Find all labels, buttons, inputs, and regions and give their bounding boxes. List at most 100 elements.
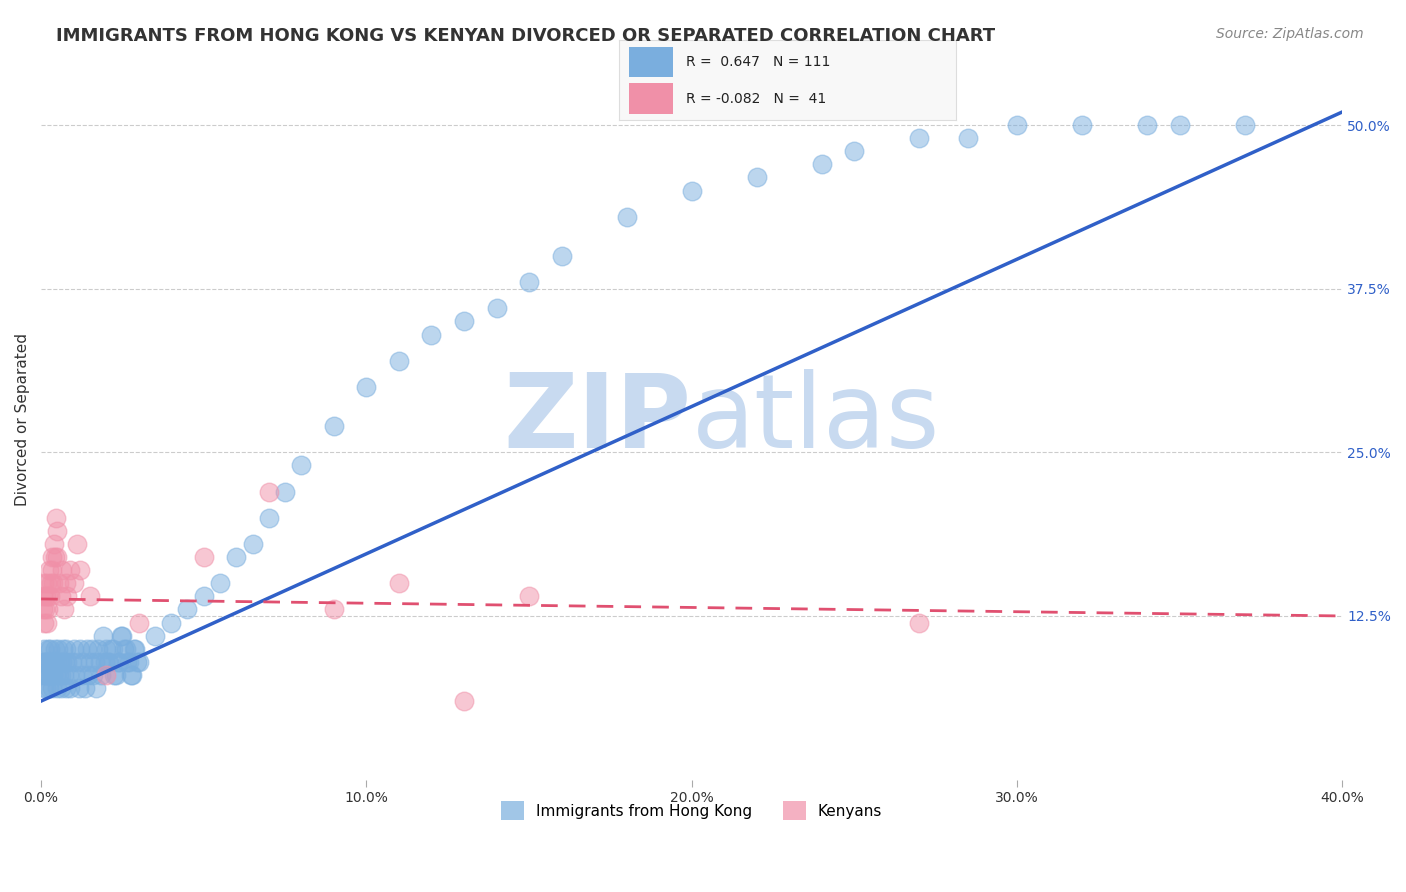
Point: [274, 484, 297, 499]
Point: [107, 655, 129, 669]
Point: [90, 668, 112, 682]
Point: [39, 668, 62, 682]
Point: [48, 576, 70, 591]
Point: [1071, 118, 1094, 132]
Point: [111, 629, 134, 643]
Point: [35, 590, 58, 604]
Point: [46, 681, 69, 695]
Point: [76, 641, 98, 656]
Point: [112, 641, 135, 656]
Point: [356, 380, 378, 394]
Point: [96, 641, 118, 656]
Point: [41, 550, 63, 565]
Point: [62, 576, 84, 591]
Point: [98, 655, 121, 669]
Point: [114, 641, 136, 656]
Text: atlas: atlas: [692, 369, 941, 470]
Point: [42, 655, 65, 669]
Point: [37, 602, 59, 616]
Point: [44, 641, 66, 656]
Point: [79, 655, 101, 669]
Point: [45, 655, 67, 669]
Point: [420, 327, 443, 342]
Point: [79, 590, 101, 604]
Point: [38, 668, 60, 682]
Point: [34, 576, 56, 591]
Point: [844, 145, 866, 159]
Point: [55, 641, 77, 656]
Point: [108, 655, 131, 669]
Point: [193, 590, 215, 604]
Text: R =  0.647   N = 111: R = 0.647 N = 111: [686, 54, 831, 69]
Point: [257, 510, 280, 524]
Point: [100, 641, 122, 656]
Point: [83, 655, 105, 669]
Point: [80, 641, 103, 656]
Point: [128, 655, 150, 669]
Point: [87, 641, 110, 656]
Point: [257, 484, 280, 499]
Point: [1168, 118, 1191, 132]
Point: [810, 157, 832, 171]
Point: [35, 668, 58, 682]
Point: [77, 668, 100, 682]
Point: [193, 550, 215, 565]
Point: [453, 694, 475, 708]
Point: [208, 576, 231, 591]
Point: [32, 655, 55, 669]
Point: [34, 602, 56, 616]
Point: [39, 576, 62, 591]
Point: [242, 537, 264, 551]
Point: [225, 550, 247, 565]
Point: [42, 668, 65, 682]
Point: [55, 576, 77, 591]
Point: [55, 681, 77, 695]
Point: [125, 655, 148, 669]
Point: [51, 563, 73, 577]
Point: [97, 655, 120, 669]
Point: [56, 590, 79, 604]
Point: [908, 615, 931, 630]
Text: Source: ZipAtlas.com: Source: ZipAtlas.com: [1216, 27, 1364, 41]
Point: [51, 655, 73, 669]
Point: [69, 563, 91, 577]
Point: [37, 655, 59, 669]
Point: [290, 458, 312, 473]
Point: [89, 655, 111, 669]
Point: [118, 655, 141, 669]
Point: [388, 576, 411, 591]
Point: [45, 510, 67, 524]
Point: [56, 655, 79, 669]
Point: [517, 590, 540, 604]
Point: [32, 590, 55, 604]
Point: [39, 590, 62, 604]
Point: [41, 668, 63, 682]
Point: [60, 655, 83, 669]
Point: [66, 537, 89, 551]
Point: [121, 668, 143, 682]
Point: [37, 641, 59, 656]
Point: [35, 576, 58, 591]
Point: [52, 602, 75, 616]
Point: [70, 668, 93, 682]
Point: [35, 615, 58, 630]
Point: [32, 615, 55, 630]
FancyBboxPatch shape: [628, 46, 672, 77]
Point: [681, 184, 703, 198]
Point: [49, 590, 72, 604]
Point: [44, 550, 66, 565]
Point: [46, 550, 69, 565]
Point: [39, 641, 62, 656]
Point: [58, 668, 80, 682]
Point: [1233, 118, 1256, 132]
Point: [41, 563, 63, 577]
Point: [35, 655, 58, 669]
Point: [96, 668, 118, 682]
Point: [86, 681, 108, 695]
Point: [59, 681, 82, 695]
FancyBboxPatch shape: [628, 84, 672, 114]
Point: [42, 576, 65, 591]
Point: [51, 668, 73, 682]
Point: [49, 655, 72, 669]
Point: [73, 681, 96, 695]
